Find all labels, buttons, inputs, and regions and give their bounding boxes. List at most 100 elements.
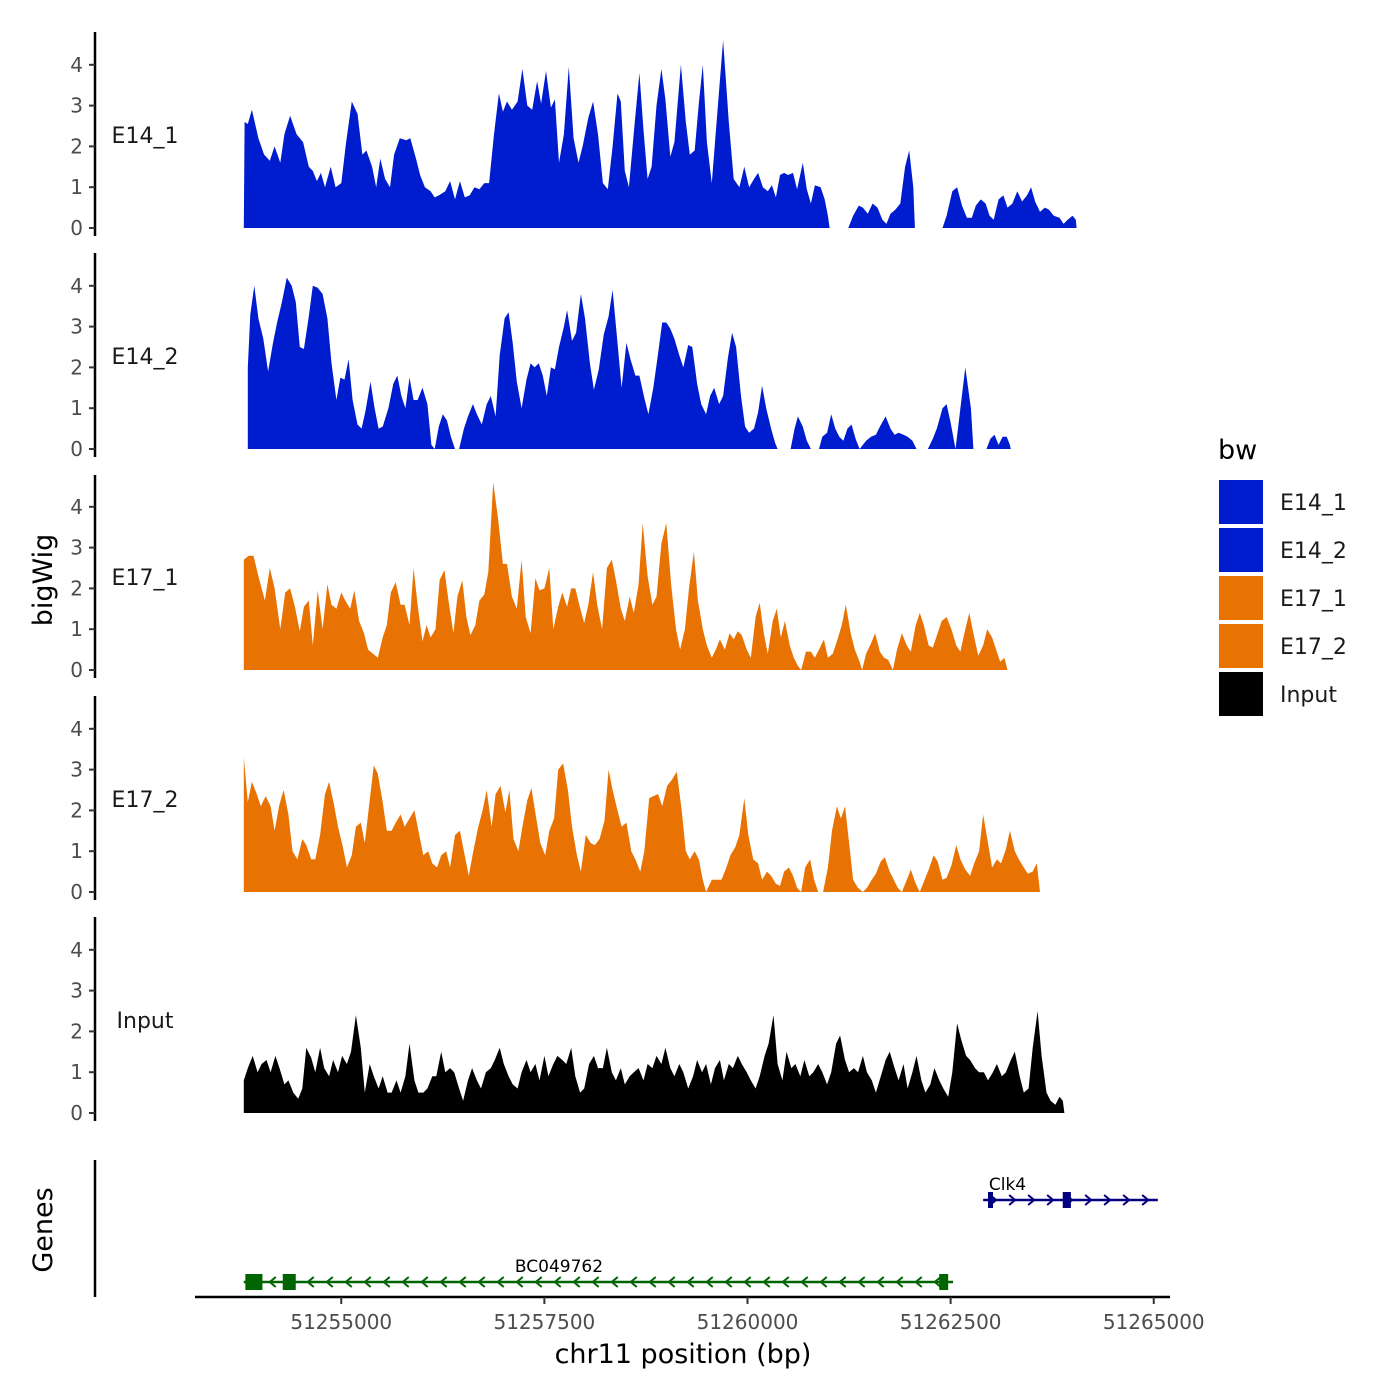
track-label: E14_2 (112, 345, 179, 370)
y-tick-label: 2 (70, 798, 83, 822)
gene-exon (245, 1274, 263, 1290)
gene-exon (988, 1192, 993, 1208)
x-axis-title: chr11 position (bp) (555, 1339, 812, 1370)
strand-chevron (458, 1276, 467, 1288)
legend-title: bw (1218, 435, 1257, 466)
y-tick-label: 2 (70, 1019, 83, 1043)
y-tick-label: 0 (70, 880, 83, 904)
legend-label: E17_2 (1280, 635, 1347, 660)
y-tick-label: 1 (70, 175, 83, 199)
y-tick-label: 1 (70, 617, 83, 641)
signal-area-e14-1 (243, 40, 1077, 228)
y-tick-label: 4 (70, 274, 83, 298)
legend-label: Input (1280, 683, 1337, 708)
y-tick-label: 2 (70, 134, 83, 158)
gene-bc049762: BC049762 (243, 1257, 954, 1290)
x-tick-label: 51257500 (493, 1310, 595, 1334)
strand-chevron (762, 1276, 771, 1288)
strand-chevron (1084, 1194, 1093, 1206)
y-tick-label: 0 (70, 216, 83, 240)
y-tick-label: 0 (70, 658, 83, 682)
y-tick-label: 0 (70, 437, 83, 461)
track-label: E17_2 (112, 788, 179, 813)
strand-chevron (1046, 1194, 1055, 1206)
strand-chevron (572, 1276, 581, 1288)
x-tick-label: 51265000 (1103, 1310, 1205, 1334)
strand-chevron (667, 1276, 676, 1288)
legend-swatch (1219, 672, 1263, 716)
strand-chevron (306, 1276, 315, 1288)
y-tick-label: 3 (70, 536, 83, 560)
strand-chevron (515, 1276, 524, 1288)
signal-area-e17-2 (243, 757, 1041, 892)
strand-chevron (933, 1276, 942, 1288)
track-e14-1: 0 1 2 3 4 E14_1 (70, 32, 1077, 240)
strand-chevron (268, 1276, 277, 1288)
legend-swatch (1219, 528, 1263, 572)
signal-area-e17-1 (243, 482, 1008, 670)
strand-chevron (477, 1276, 486, 1288)
y-tick-label: 3 (70, 94, 83, 118)
genes-layer: Clk4 BC049762 (93, 1160, 1158, 1297)
y-tick-label: 1 (70, 396, 83, 420)
legend-item: Input (1219, 672, 1337, 716)
y-tick-label: 2 (70, 576, 83, 600)
gene-clk4: Clk4 (983, 1175, 1158, 1208)
strand-chevron (705, 1276, 714, 1288)
track-label: E14_1 (112, 124, 179, 149)
strand-chevron (1008, 1194, 1017, 1206)
legend-label: E14_2 (1280, 539, 1347, 564)
strand-chevron (724, 1276, 733, 1288)
y-tick-label: 4 (70, 53, 83, 77)
tracks-layer: 0 1 2 3 4 E14_1 0 1 2 3 4 E14_2 0 1 2 3 4 E17_1 0 1 2 3 4 E17_2… (70, 32, 1077, 1125)
strand-chevron (1141, 1194, 1150, 1206)
strand-chevron (914, 1276, 923, 1288)
legend-item: E17_2 (1219, 624, 1347, 668)
track-e17-1: 0 1 2 3 4 E17_1 (70, 475, 1008, 682)
legend-swatch (1219, 576, 1263, 620)
strand-chevron (781, 1276, 790, 1288)
strand-chevron (534, 1276, 543, 1288)
legend-label: E17_1 (1280, 587, 1347, 612)
strand-chevron (420, 1276, 429, 1288)
strand-chevron (819, 1276, 828, 1288)
strand-chevron (344, 1276, 353, 1288)
strand-chevron (800, 1276, 809, 1288)
legend-item: E14_1 (1219, 480, 1347, 524)
strand-chevron (1103, 1194, 1112, 1206)
strand-chevron (648, 1276, 657, 1288)
strand-chevron (496, 1276, 505, 1288)
strand-chevron (610, 1276, 619, 1288)
genes-axis-title: Genes (28, 1187, 59, 1272)
y-tick-label: 1 (70, 839, 83, 863)
track-label: Input (117, 1009, 174, 1034)
y-tick-label: 0 (70, 1101, 83, 1125)
gene-exon (282, 1274, 296, 1290)
legend-item: E17_1 (1219, 576, 1347, 620)
strand-chevron (857, 1276, 866, 1288)
y-tick-label: 3 (70, 315, 83, 339)
track-e17-2: 0 1 2 3 4 E17_2 (70, 696, 1041, 904)
y-tick-label: 3 (70, 979, 83, 1003)
strand-chevron (382, 1276, 391, 1288)
y-tick-label: 1 (70, 1060, 83, 1084)
strand-chevron (876, 1276, 885, 1288)
strand-chevron (743, 1276, 752, 1288)
legend-item: E14_2 (1219, 528, 1347, 572)
strand-chevron (686, 1276, 695, 1288)
strand-chevron (363, 1276, 372, 1288)
gene-exon (939, 1274, 949, 1290)
signal-area-e14-2 (247, 277, 1011, 449)
track-input: 0 1 2 3 4 Input (70, 917, 1065, 1125)
x-tick-label: 51262500 (900, 1310, 1002, 1334)
gene-exon (1062, 1192, 1071, 1208)
y-tick-label: 4 (70, 495, 83, 519)
legend: E14_1 E14_2 E17_1 E17_2 Input (1219, 480, 1347, 716)
strand-chevron (838, 1276, 847, 1288)
strand-chevron (553, 1276, 562, 1288)
strand-chevron (439, 1276, 448, 1288)
x-axis: 51255000 51257500 51260000 51262500 51265000 (195, 1295, 1205, 1334)
x-tick-label: 51260000 (697, 1310, 799, 1334)
